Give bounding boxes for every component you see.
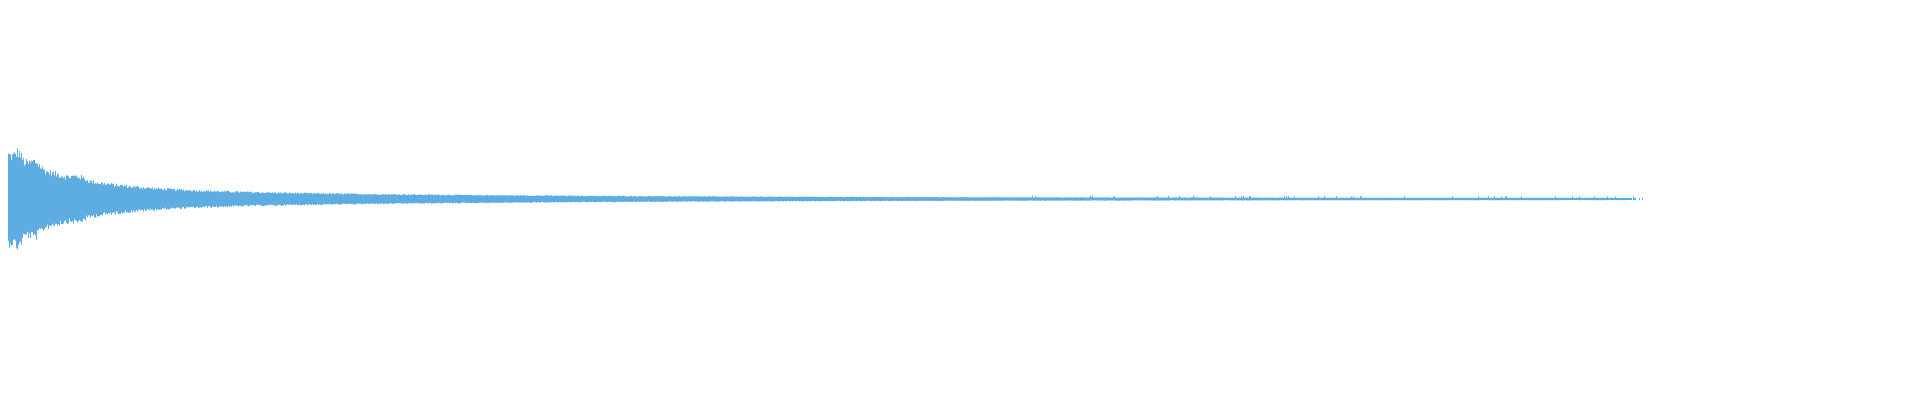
waveform-path (8, 148, 1643, 250)
